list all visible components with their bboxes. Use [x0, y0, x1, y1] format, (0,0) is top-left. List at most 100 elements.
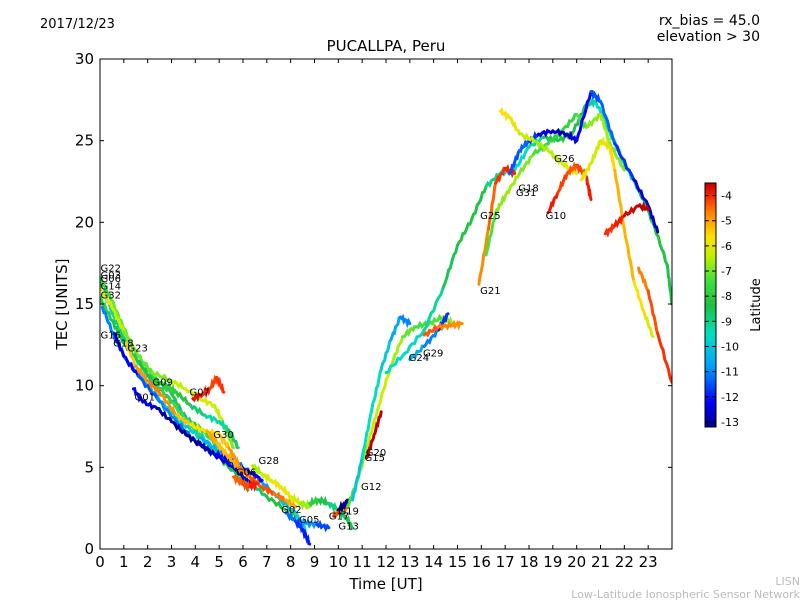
series-segment [503, 171, 521, 198]
parameters-block: rx_bias = 45.0 elevation > 30 [657, 13, 760, 45]
series-label: G23 [127, 343, 147, 354]
series-segment [422, 323, 440, 338]
series-label: G09 [152, 378, 172, 389]
series-segment [584, 175, 593, 201]
series-segment [632, 178, 650, 208]
series-segment [336, 500, 347, 514]
series-g09b [637, 266, 672, 384]
series-segment [589, 90, 602, 104]
series-segment [265, 495, 288, 512]
x-tick-label: 20 [567, 553, 586, 571]
series-segment [124, 341, 138, 368]
series-segment [191, 392, 204, 403]
series-segment [575, 90, 593, 143]
series-segment [532, 142, 550, 156]
series-label: G29 [423, 348, 443, 359]
series-segment [150, 376, 169, 390]
series-segment [422, 328, 440, 348]
series-label: G06 [236, 468, 256, 479]
colorbar-ticks: -4 -5 -6 -7 -8 -9 -10 -11 -12 -13 [705, 190, 739, 429]
series-segment [215, 441, 228, 458]
series-segment [546, 149, 564, 165]
series-segment [100, 296, 114, 322]
series-segment [279, 485, 293, 500]
series-segment [198, 436, 221, 453]
series-segment [513, 145, 531, 172]
series-segment [289, 493, 302, 507]
series-segment [389, 315, 402, 342]
colorbar-tick-label: -12 [721, 391, 739, 404]
series-segment [401, 325, 417, 339]
series-label: G05 [299, 515, 319, 526]
series-label: G28 [258, 456, 278, 467]
series-segment [298, 499, 312, 511]
series-g07b [603, 201, 650, 238]
series-segment [494, 166, 507, 185]
series-segment [565, 161, 579, 176]
series-label: G20 [366, 448, 386, 459]
series-segment [160, 400, 183, 424]
series-segment [665, 263, 672, 306]
colorbar-tick-label: -7 [721, 265, 732, 278]
series-segment [487, 181, 498, 231]
series-label: G25 [480, 211, 500, 222]
y-tick-label: 0 [84, 540, 94, 558]
series-g09 [150, 376, 240, 450]
x-tick-label: 21 [591, 553, 610, 571]
series-g29 [422, 319, 464, 338]
series-segment [589, 139, 602, 165]
series-segment [613, 214, 626, 229]
colorbar: -4 -5 -6 -7 -8 -9 -10 -11 -12 -13 Latitude [704, 182, 764, 429]
series-g26 [484, 113, 626, 257]
series-segment [110, 318, 126, 345]
series-label: G24 [409, 353, 429, 364]
series-label: G02 [281, 505, 301, 516]
series-label: G10 [546, 211, 566, 222]
series-segment [208, 374, 219, 391]
series-segment [270, 478, 283, 491]
series-segment [441, 243, 459, 290]
series-segment [217, 419, 231, 434]
series-segment [134, 364, 150, 383]
series-label: G06 [100, 274, 120, 285]
series-label: G12 [361, 482, 381, 493]
series-segment [100, 276, 114, 303]
y-axis-label: TEC [UNITS] [53, 259, 71, 351]
colorbar-tick-label: -10 [721, 341, 739, 354]
series-label: G14 [100, 281, 120, 292]
series-segment [451, 319, 464, 331]
series-segment [379, 338, 393, 371]
series-segment [637, 201, 650, 212]
series-segment [389, 335, 405, 368]
x-tick-label: 11 [353, 553, 372, 571]
y-tick-label: 15 [75, 295, 94, 313]
series-segment [100, 305, 116, 339]
series-segment [248, 479, 259, 493]
x-tick-label: 17 [496, 553, 515, 571]
series-label: G01 [135, 392, 155, 403]
series-segment [498, 107, 512, 122]
x-tick-label: 0 [95, 553, 105, 571]
y-tick-label: 5 [84, 458, 94, 476]
x-tick-label: 3 [167, 553, 177, 571]
series-segment [327, 501, 340, 513]
elevation-label: elevation > 30 [656, 29, 760, 45]
credit-network: Low-Latitude Ionospheric Sensor Network [571, 588, 800, 601]
series-label: G26 [554, 154, 574, 165]
series-label: G30 [213, 430, 233, 441]
series-segment [146, 379, 164, 397]
series-segment [232, 474, 245, 487]
series-segment [599, 136, 612, 151]
chart-title: PUCALLPA, Peru [326, 37, 446, 55]
series-segment [456, 217, 474, 247]
series-segment [603, 222, 617, 238]
y-tick-label: 10 [75, 377, 94, 395]
series-segment [217, 433, 231, 450]
series-segment [656, 331, 672, 384]
series-segment [224, 452, 240, 469]
series-label: G31 [516, 188, 536, 199]
colorbar-tick-label: -11 [721, 366, 739, 379]
series-segment [599, 113, 612, 146]
series-label: G16 [100, 330, 120, 341]
